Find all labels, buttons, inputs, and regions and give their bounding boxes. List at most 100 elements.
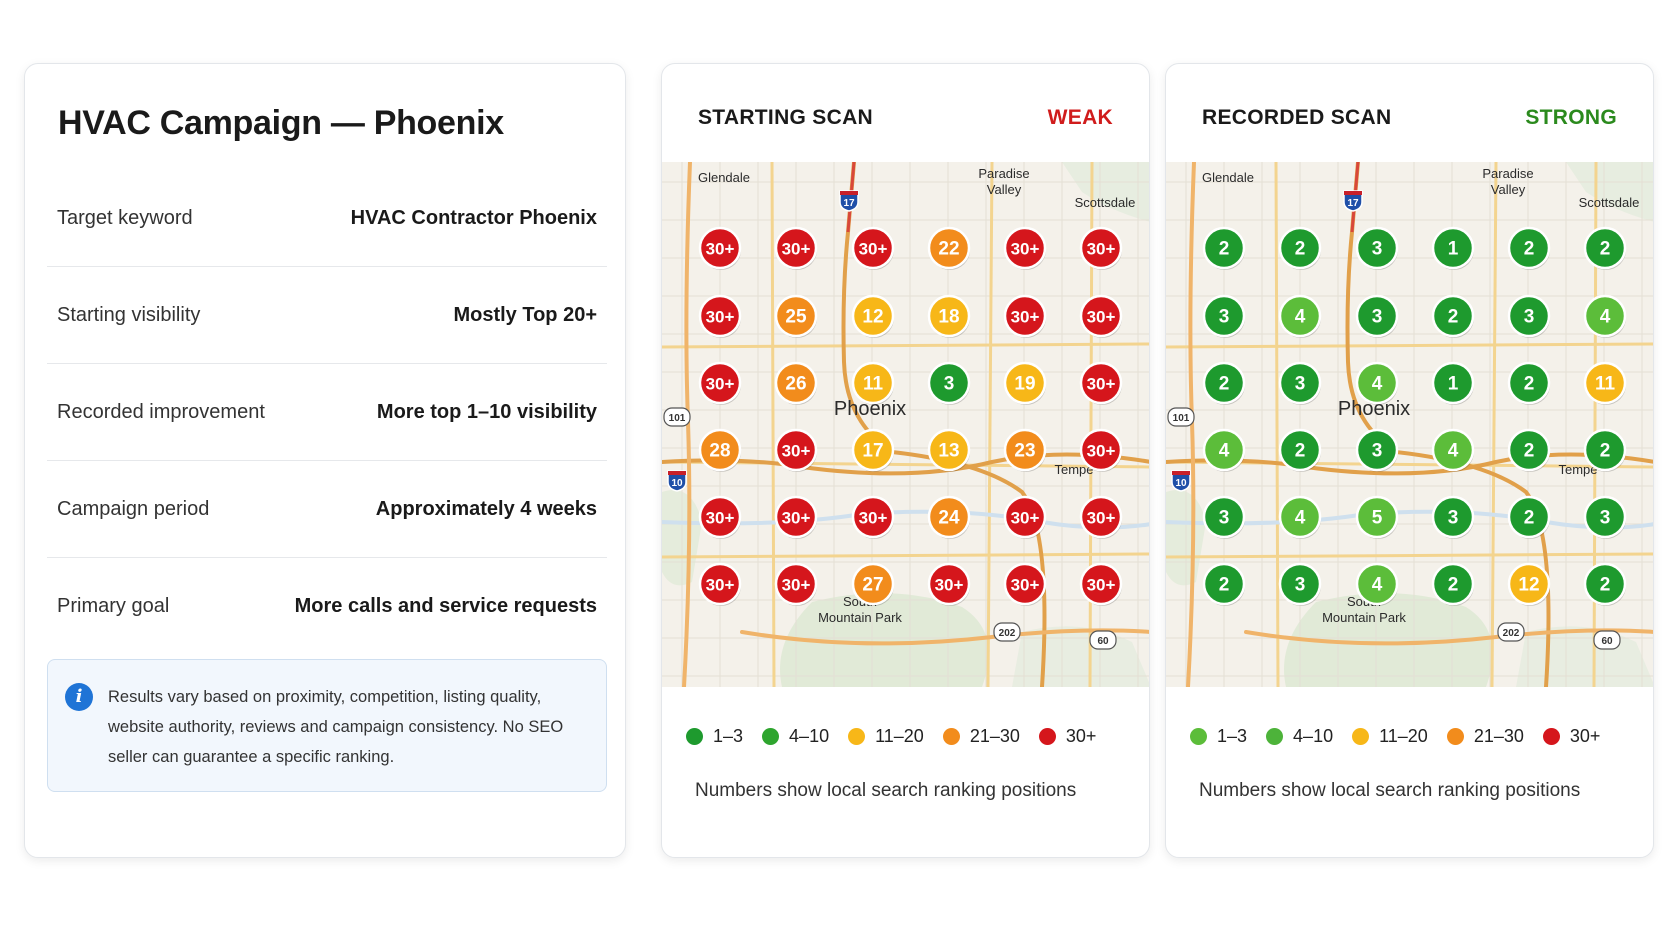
- rank-marker: 26: [774, 361, 818, 405]
- rank-marker: 4: [1355, 562, 1399, 606]
- rank-value: 22: [938, 239, 959, 260]
- rank-marker: 2: [1202, 361, 1246, 405]
- marker-circle: [774, 562, 818, 606]
- rank-value: 2: [1295, 239, 1306, 260]
- scan-header: STARTING SCAN WEAK: [698, 106, 1113, 130]
- rank-marker: 25: [774, 294, 818, 338]
- rank-marker: 30+: [1079, 361, 1123, 405]
- detail-value: Mostly Top 20+: [453, 303, 597, 326]
- route-shield-icon: [1089, 630, 1117, 650]
- rank-marker: 30+: [698, 495, 742, 539]
- rank-marker: 13: [927, 428, 971, 472]
- legend-item-21-30: 21–30: [1446, 726, 1524, 747]
- rank-value: 4: [1372, 374, 1383, 395]
- scan-header: RECORDED SCAN STRONG: [1202, 106, 1617, 130]
- interstate-shield-icon: [1343, 190, 1363, 212]
- marker-circle: [1431, 495, 1475, 539]
- park-area: [1284, 593, 1493, 687]
- rank-marker: 24: [927, 495, 971, 539]
- rank-value: 30+: [782, 576, 811, 595]
- marker-circle: [851, 361, 895, 405]
- legend-label: 11–20: [1379, 726, 1428, 746]
- rank-value: 2: [1524, 374, 1535, 395]
- rank-marker: 3: [1202, 294, 1246, 338]
- rank-value: 30+: [1011, 509, 1040, 528]
- rank-marker: 30+: [774, 562, 818, 606]
- marker-circle: [698, 562, 742, 606]
- rank-marker: 3: [1583, 495, 1627, 539]
- rank-marker: 2: [1507, 495, 1551, 539]
- rank-marker: 30+: [698, 294, 742, 338]
- legend-dot: [762, 728, 780, 745]
- highway-number: 10: [1175, 478, 1187, 489]
- rank-marker: 23: [1003, 428, 1047, 472]
- rank-value: 3: [1448, 508, 1459, 529]
- rank-value: 4: [1600, 307, 1611, 328]
- place-label-scottsdale: Scottsdale: [1075, 195, 1136, 210]
- marker-circle: [927, 495, 971, 539]
- marker-circle: [1507, 361, 1551, 405]
- legend-label: 1–3: [713, 726, 744, 746]
- rank-value: 12: [1518, 575, 1539, 596]
- marker-circle: [1583, 562, 1627, 606]
- rank-value: 3: [944, 374, 955, 395]
- highway-10: 10: [667, 470, 687, 492]
- rank-marker: 30+: [698, 361, 742, 405]
- marker-circle: [927, 294, 971, 338]
- highway-number: 202: [1503, 628, 1520, 639]
- legend-item-30-plus: 30+: [1038, 726, 1096, 747]
- rank-value: 2: [1524, 239, 1535, 260]
- campaign-info-card: HVAC Campaign — Phoenix Target keyword H…: [24, 63, 626, 858]
- rank-value: 2: [1219, 239, 1230, 260]
- rank-value: 4: [1372, 575, 1383, 596]
- arterial-road: [1166, 342, 1653, 349]
- marker-circle: [1355, 428, 1399, 472]
- legend-label: 1–3: [1217, 726, 1248, 746]
- rank-marker: 2: [1583, 226, 1627, 270]
- detail-label: Campaign period: [57, 497, 210, 520]
- recorded-scan-card: RECORDED SCAN STRONG Glendale Paradise Val…: [1165, 63, 1654, 858]
- marker-circle: [1202, 294, 1246, 338]
- detail-label: Primary goal: [57, 595, 170, 617]
- highway-202: 202: [1497, 622, 1525, 642]
- freeway-i10: [662, 452, 1149, 476]
- arterial-roads: [662, 162, 1149, 687]
- detail-value: Approximately 4 weeks: [375, 497, 597, 520]
- rank-value: 24: [938, 508, 960, 529]
- marker-circle: [1003, 428, 1047, 472]
- marker-circle: [1583, 495, 1627, 539]
- detail-value: HVAC Contractor Phoenix: [350, 206, 597, 229]
- rank-value: 1: [1448, 239, 1459, 260]
- place-label-phoenix: Phoenix: [834, 398, 906, 420]
- rank-value: 2: [1219, 374, 1230, 395]
- rank-value: 26: [785, 374, 806, 395]
- place-label-paradise-valley: Paradise: [978, 166, 1029, 181]
- marker-circle: [1202, 562, 1246, 606]
- rank-value: 2: [1448, 307, 1459, 328]
- legend-item-30-plus: 30+: [1542, 726, 1600, 747]
- place-label-paradise-valley: Valley: [1491, 182, 1526, 197]
- marker-circle: [774, 226, 818, 270]
- marker-circle: [1355, 361, 1399, 405]
- rank-value: 4: [1295, 508, 1306, 529]
- rank-legend: 1–3 4–10 11–20 21–30 30+: [1190, 726, 1619, 747]
- marker-circle: [1003, 562, 1047, 606]
- rank-value: 30+: [782, 509, 811, 528]
- marker-circle: [927, 428, 971, 472]
- rank-value: 3: [1219, 307, 1230, 328]
- route-shield-icon: [663, 407, 691, 427]
- highway-number: 60: [1601, 636, 1613, 647]
- shield-band: [1172, 471, 1190, 475]
- rank-marker: 2: [1507, 361, 1551, 405]
- marker-circle: [1079, 361, 1123, 405]
- legend-dot: [1038, 728, 1056, 745]
- rank-value: 2: [1524, 508, 1535, 529]
- marker-circle: [774, 294, 818, 338]
- legend-label: 21–30: [1473, 726, 1524, 746]
- rank-value: 5: [1372, 508, 1383, 529]
- rank-marker: 11: [851, 361, 895, 405]
- rank-marker: 30+: [1079, 226, 1123, 270]
- rank-legend: 1–3 4–10 11–20 21–30 30+: [686, 726, 1115, 747]
- marker-circle: [1355, 495, 1399, 539]
